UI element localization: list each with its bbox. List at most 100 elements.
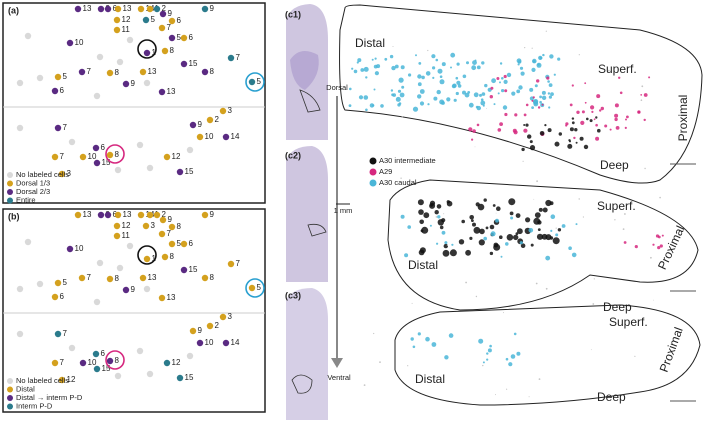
labeled-cell <box>644 167 646 170</box>
labeled-cell <box>522 160 524 162</box>
labeled-cell <box>571 252 577 258</box>
unlabeled-cell <box>16 79 24 87</box>
site-label: 9 <box>198 326 203 335</box>
labeled-cell <box>365 76 368 79</box>
labeled-cell <box>548 106 551 109</box>
labeled-cell <box>410 337 414 341</box>
labeled-cell <box>536 233 544 240</box>
site-label: 13 <box>83 210 92 219</box>
legend-dot <box>369 179 377 187</box>
site-dot <box>54 73 62 81</box>
site-label: 9 <box>210 210 215 219</box>
arrowhead <box>331 358 343 368</box>
labeled-cell <box>535 282 538 285</box>
labeled-cell <box>374 57 377 60</box>
labeled-cell <box>474 59 477 62</box>
site-label: 6 <box>189 239 194 248</box>
site-dot <box>176 168 184 176</box>
labeled-cell <box>545 30 547 32</box>
labeled-cell <box>614 103 619 108</box>
labeled-cell <box>533 198 535 200</box>
legend-dot <box>7 386 13 393</box>
site-label: 8 <box>210 273 215 282</box>
labeled-cell <box>545 287 548 290</box>
highlight-ring <box>137 39 157 59</box>
unlabeled-cell <box>143 285 151 293</box>
labeled-cell <box>425 336 430 342</box>
legend-label: Entire <box>16 195 36 204</box>
site-dot <box>222 133 230 141</box>
labeled-cell <box>486 358 489 361</box>
legend-label: A29 <box>379 167 392 176</box>
labeled-cell <box>643 118 646 122</box>
site-dot <box>163 153 171 161</box>
panel-label: (c1) <box>285 9 301 19</box>
labeled-cell <box>575 141 578 144</box>
labeled-cell <box>496 206 501 211</box>
labeled-cell <box>523 124 526 126</box>
labeled-cell <box>525 103 529 107</box>
labeled-cell <box>661 234 664 237</box>
labeled-cell <box>509 211 514 216</box>
labeled-cell <box>634 245 638 249</box>
labeled-cell <box>513 130 518 135</box>
labeled-cell <box>456 80 461 85</box>
site-label: 5 <box>257 283 262 292</box>
site-label: 7 <box>63 329 68 338</box>
site-label: 8 <box>210 67 215 76</box>
labeled-cell <box>417 199 424 206</box>
region-label: Distal <box>408 258 438 272</box>
labeled-cell <box>371 58 374 61</box>
labeled-cell <box>537 228 541 232</box>
site-label: 6 <box>177 16 182 25</box>
labeled-cell <box>482 361 485 364</box>
site-dot <box>206 116 214 124</box>
site-dot <box>74 5 82 13</box>
labeled-cell <box>623 241 627 244</box>
site-dot <box>122 80 130 88</box>
labeled-cell <box>356 61 359 64</box>
unlabeled-cell <box>36 280 44 288</box>
labeled-cell <box>516 58 522 64</box>
labeled-cell <box>453 98 457 102</box>
labeled-cell <box>508 198 516 206</box>
labeled-cell <box>417 94 422 99</box>
site-dot <box>176 374 184 382</box>
panel-label: (c2) <box>285 150 301 160</box>
site-dot <box>248 284 256 292</box>
labeled-cell <box>549 54 554 59</box>
site-label: 5 <box>63 278 68 287</box>
site-label: 7 <box>60 358 65 367</box>
site-label: 12 <box>122 15 131 24</box>
legend-label: Distal <box>16 384 35 393</box>
labeled-cell <box>439 225 444 230</box>
panel-label: (b) <box>8 211 20 221</box>
labeled-cell <box>539 131 545 136</box>
labeled-cell <box>547 92 551 95</box>
labeled-cell <box>561 224 566 228</box>
labeled-cell <box>534 212 541 219</box>
labeled-cell <box>510 354 516 359</box>
site-dot <box>248 78 256 86</box>
labeled-cell <box>626 115 629 119</box>
labeled-cell <box>528 228 534 233</box>
labeled-cell <box>536 79 540 83</box>
labeled-cell <box>618 76 621 80</box>
labeled-cell <box>399 92 405 98</box>
labeled-cell <box>529 87 534 92</box>
labeled-cell <box>504 89 508 93</box>
labeled-cell <box>511 91 516 96</box>
labeled-cell <box>625 118 627 121</box>
labeled-cell <box>508 362 513 367</box>
labeled-cell <box>541 103 544 106</box>
labeled-cell <box>555 227 557 229</box>
labeled-cell <box>485 226 489 230</box>
site-dot <box>93 365 101 373</box>
labeled-cell <box>437 68 443 74</box>
labeled-cell <box>472 222 476 227</box>
labeled-cell <box>500 255 503 258</box>
labeled-cell <box>348 104 352 107</box>
site-dot <box>74 211 82 219</box>
labeled-cell <box>446 244 448 247</box>
